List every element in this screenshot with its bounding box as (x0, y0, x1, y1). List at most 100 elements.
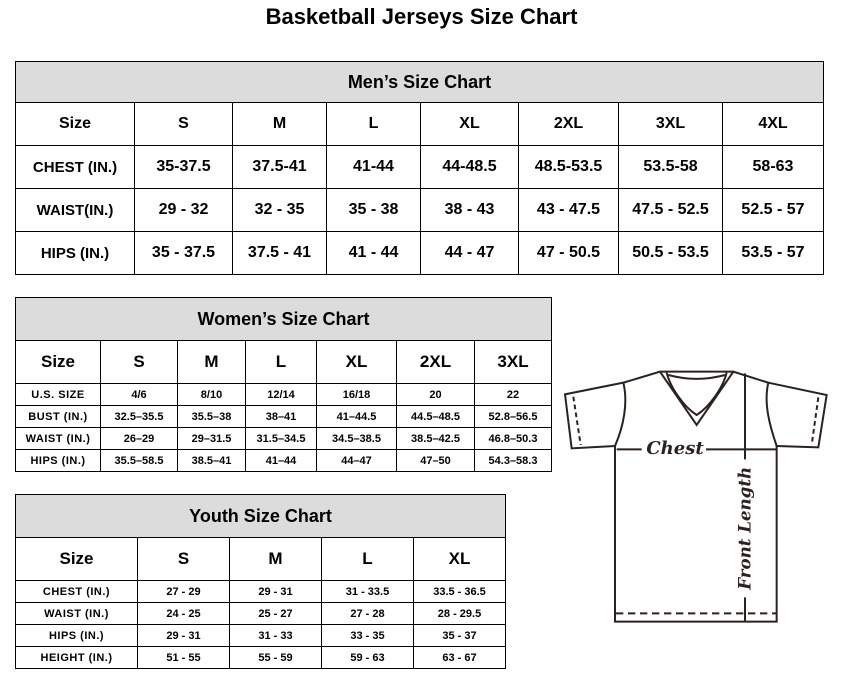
measurement-cell: 31 - 33.5 (321, 580, 414, 603)
size-column-header: L (321, 537, 414, 581)
collar-inner (665, 372, 728, 417)
size-column-header: 3XL (473, 340, 553, 384)
table-row: HIPS (IN.) 35 - 37.5 37.5 - 41 41 - 44 44 - … (15, 231, 824, 275)
row-label: U.S. SIZE (15, 383, 101, 406)
size-column-header: L (245, 340, 317, 384)
measurement-cell: 29–31.5 (177, 427, 246, 450)
measurement-cell: 47 - 50.5 (518, 231, 619, 275)
table-row: HIPS (IN.) 29 - 31 31 - 33 33 - 35 35 - 37 (15, 624, 507, 647)
table-row: CHEST (IN.) 27 - 29 29 - 31 31 - 33.5 33.5 -… (15, 580, 507, 603)
measurement-cell: 32 - 35 (232, 188, 327, 232)
left-sleeve (563, 381, 624, 450)
measurement-cell: 38 - 43 (420, 188, 519, 232)
measurement-cell: 27 - 28 (321, 602, 414, 625)
size-column-header: 2XL (396, 340, 475, 384)
measurement-cell: 25 - 27 (229, 602, 322, 625)
measurement-cell: 29 - 31 (229, 580, 322, 603)
table-row: WAIST(IN.) 29 - 32 32 - 35 35 - 38 38 - 43 43… (15, 188, 824, 232)
page-title: Basketball Jerseys Size Chart (265, 4, 578, 29)
measurement-cell: 52.8–56.5 (473, 405, 553, 428)
measurement-cell: 20 (396, 383, 475, 406)
measurement-cell: 31.5–34.5 (245, 427, 317, 450)
size-header-row: Size S M L XL (15, 537, 507, 581)
measurement-cell: 33.5 - 36.5 (412, 580, 507, 603)
measurement-cell: 46.8–50.3 (473, 427, 553, 450)
size-column-header: S (137, 537, 230, 581)
measurement-cell: 28 - 29.5 (412, 602, 507, 625)
row-label: WAIST(IN.) (15, 188, 135, 232)
measurement-cell: 34.5–38.5 (316, 427, 397, 450)
table-row: HEIGHT (IN.) 51 - 55 55 - 59 59 - 63 63 - 67 (15, 646, 507, 669)
size-column-header: 2XL (518, 102, 619, 146)
men-table-heading: Men’s Size Chart (15, 61, 824, 103)
table-row: HIPS (IN.) 35.5–58.5 38.5–41 41–44 44–47 47–5… (15, 449, 553, 472)
measurement-cell: 31 - 33 (229, 624, 322, 647)
measurement-cell: 43 - 47.5 (518, 188, 619, 232)
table-row: BUST (IN.) 32.5–35.5 35.5–38 38–41 41–44.5 44… (15, 405, 553, 428)
size-header-row: Size S M L XL 2XL 3XL (15, 340, 553, 384)
size-column-header: 3XL (618, 102, 723, 146)
measurement-cell: 38–41 (245, 405, 317, 428)
measurement-cell: 47.5 - 52.5 (618, 188, 723, 232)
measurement-cell: 35.5–58.5 (100, 449, 178, 472)
measurement-cell: 59 - 63 (321, 646, 414, 669)
measurement-cell: 29 - 31 (137, 624, 230, 647)
measurement-cell: 35-37.5 (134, 145, 233, 189)
row-label: WAIST (IN.) (15, 602, 138, 625)
measurement-cell: 55 - 59 (229, 646, 322, 669)
measurement-cell: 50.5 - 53.5 (618, 231, 723, 275)
size-label: Size (15, 537, 138, 581)
measurement-cell: 35 - 38 (326, 188, 421, 232)
table-row: WAIST (IN.) 26–29 29–31.5 31.5–34.5 34.5–38.… (15, 427, 553, 450)
chest-label: Chest (646, 438, 704, 459)
collar-outer (659, 371, 735, 427)
row-label: CHEST (IN.) (15, 145, 135, 189)
measurement-cell: 35 - 37.5 (134, 231, 233, 275)
table-row: WAIST (IN.) 24 - 25 25 - 27 27 - 28 28 - 29.… (15, 602, 507, 625)
measurement-cell: 16/18 (316, 383, 397, 406)
table-row: U.S. SIZE 4/6 8/10 12/14 16/18 20 22 (15, 383, 553, 406)
right-sleeve (768, 381, 828, 449)
shirt-body-outline (614, 370, 778, 623)
table-row: CHEST (IN.) 35-37.5 37.5-41 41-44 44-48.5 48.… (15, 145, 824, 189)
size-label: Size (15, 102, 135, 146)
size-column-header: L (326, 102, 421, 146)
measurement-cell: 27 - 29 (137, 580, 230, 603)
row-label: HIPS (IN.) (15, 449, 101, 472)
measurement-cell: 63 - 67 (412, 646, 507, 669)
measurement-cell: 52.5 - 57 (722, 188, 824, 232)
measurement-cell: 4/6 (100, 383, 178, 406)
size-column-header: S (134, 102, 233, 146)
front-length-label: Front Length (735, 467, 755, 591)
measurement-cell: 22 (473, 383, 553, 406)
measurement-cell: 58-63 (722, 145, 824, 189)
measurement-cell: 37.5 - 41 (232, 231, 327, 275)
row-label: BUST (IN.) (15, 405, 101, 428)
size-column-header: XL (412, 537, 507, 581)
measurement-cell: 29 - 32 (134, 188, 233, 232)
youth-size-table: Youth Size Chart Size S M L XL CHEST (IN.) 27 -… (14, 494, 507, 669)
measurement-cell: 41-44 (326, 145, 421, 189)
measurement-cell: 53.5-58 (618, 145, 723, 189)
measurement-cell: 44 - 47 (420, 231, 519, 275)
women-table-heading: Women’s Size Chart (14, 297, 553, 341)
mens-size-table: Men’s Size Chart Size S M L XL 2XL 3XL 4XL CHEST … (15, 61, 824, 275)
size-header-row: Size S M L XL 2XL 3XL 4XL (15, 102, 824, 146)
size-column-header: M (229, 537, 322, 581)
size-column-header: XL (316, 340, 397, 384)
measurement-cell: 44.5–48.5 (396, 405, 475, 428)
size-column-header: 4XL (722, 102, 824, 146)
size-label: Size (15, 340, 101, 384)
size-column-header: M (232, 102, 327, 146)
row-label: WAIST (IN.) (15, 427, 101, 450)
measurement-cell: 38.5–41 (177, 449, 246, 472)
youth-table-heading: Youth Size Chart (14, 494, 507, 538)
measurement-cell: 35 - 37 (412, 624, 507, 647)
row-label: HIPS (IN.) (15, 624, 138, 647)
measurement-cell: 8/10 (177, 383, 246, 406)
row-label: HIPS (IN.) (15, 231, 135, 275)
row-label: CHEST (IN.) (15, 580, 138, 603)
measurement-cell: 44-48.5 (420, 145, 519, 189)
collar-band (668, 374, 726, 380)
